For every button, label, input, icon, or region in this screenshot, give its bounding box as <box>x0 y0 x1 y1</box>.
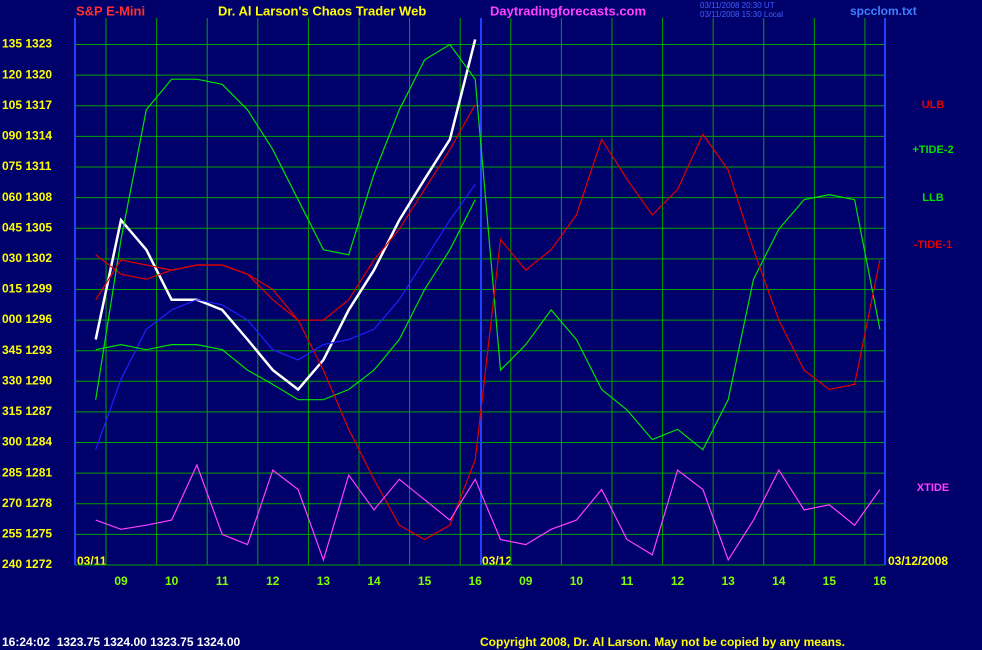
y-tick-label: 105 1317 <box>2 98 52 112</box>
y-tick-label: 315 1287 <box>2 404 52 418</box>
series-line <box>95 463 881 562</box>
x-tick-label: 16 <box>469 574 483 588</box>
series-line <box>95 199 476 401</box>
legend-label: XTIDE <box>917 482 949 494</box>
legend-label: +TIDE-2 <box>912 144 953 156</box>
x-tick-label: 13 <box>317 574 331 588</box>
y-tick-label: 000 1296 <box>2 312 52 326</box>
date-label: 03/11 <box>77 554 107 568</box>
y-tick-label: 255 1275 <box>2 527 52 541</box>
x-tick-label: 16 <box>873 574 887 588</box>
y-tick-label: 300 1284 <box>2 435 52 449</box>
series-line <box>95 183 476 450</box>
series-line <box>95 104 476 321</box>
x-tick-label: 11 <box>216 574 229 588</box>
x-tick-label: 15 <box>823 574 837 588</box>
x-tick-label: 09 <box>519 574 533 588</box>
y-tick-label: 030 1302 <box>2 251 52 265</box>
x-tick-label: 14 <box>772 574 786 588</box>
chart-title: Dr. Al Larson's Chaos Trader Web <box>218 3 426 18</box>
legend-label: -TIDE-1 <box>914 239 953 251</box>
y-tick-label: 270 1278 <box>2 496 52 510</box>
series-line <box>95 133 881 541</box>
y-tick-label: 060 1308 <box>2 190 52 204</box>
x-tick-label: 14 <box>367 574 381 588</box>
y-tick-label: 285 1281 <box>2 465 52 479</box>
timestamp: 03/11/2008 15:30 Local <box>700 10 783 19</box>
x-tick-label: 13 <box>721 574 735 588</box>
copyright: Copyright 2008, Dr. Al Larson. May not b… <box>480 635 845 649</box>
y-tick-label: 045 1305 <box>2 220 52 234</box>
y-tick-label: 015 1299 <box>2 282 52 296</box>
symbol: S&P E-Mini <box>76 3 145 18</box>
y-tick-label: 075 1311 <box>2 159 52 173</box>
timestamp: 03/11/2008 20:30 UT <box>700 1 775 10</box>
x-tick-label: 09 <box>114 574 128 588</box>
series-line <box>95 43 881 451</box>
site: Daytradingforecasts.com <box>490 3 646 18</box>
quote: 16:24:02 1323.75 1324.00 1323.75 1324.00 <box>2 635 241 649</box>
legend-label: LLB <box>922 192 943 204</box>
x-tick-label: 12 <box>671 574 685 588</box>
date-label: 03/12/2008 <box>888 554 948 568</box>
y-tick-label: 330 1290 <box>2 373 52 387</box>
y-tick-label: 090 1314 <box>2 129 52 143</box>
x-tick-label: 10 <box>570 574 584 588</box>
x-tick-label: 11 <box>621 574 634 588</box>
y-tick-label: 135 1323 <box>2 37 52 51</box>
file-name: spcclom.txt <box>850 4 917 18</box>
y-tick-label: 240 1272 <box>2 557 52 571</box>
y-tick-label: 120 1320 <box>2 67 52 81</box>
date-label: 03/12 <box>482 554 512 568</box>
x-tick-label: 10 <box>165 574 179 588</box>
x-tick-label: 15 <box>418 574 432 588</box>
legend-label: ULB <box>922 99 945 111</box>
y-tick-label: 345 1293 <box>2 343 52 357</box>
x-tick-label: 12 <box>266 574 280 588</box>
